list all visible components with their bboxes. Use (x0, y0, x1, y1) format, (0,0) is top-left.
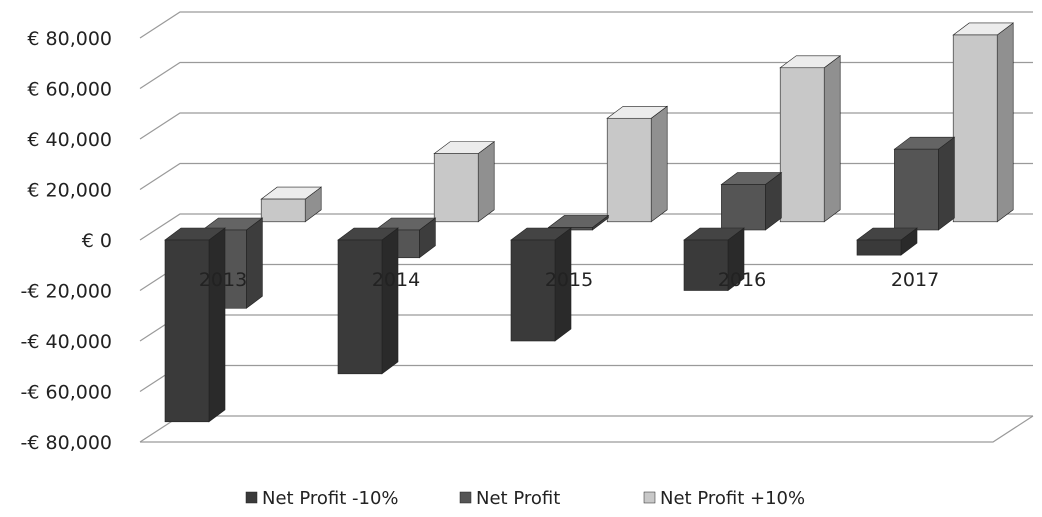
y-tick-label: -€ 80,000 (21, 432, 112, 454)
gridline (139, 415, 1033, 443)
bar-net-profit-10--2015 (606, 105, 669, 223)
legend-label: Net Profit (476, 488, 560, 509)
bars (164, 22, 1015, 423)
y-tick-label: -€ 40,000 (21, 331, 112, 353)
legend-swatch (643, 491, 656, 504)
x-tick-label: 2017 (891, 269, 939, 291)
bar-net-profit-10--2013 (260, 186, 323, 223)
y-tick-label: € 80,000 (27, 28, 112, 50)
x-tick-label: 2016 (718, 269, 766, 291)
y-axis-ticks: € 80,000 € 60,000 € 40,000 € 20,000 € 0 -€ 20… (21, 28, 112, 454)
floor-edge (140, 415, 1034, 443)
legend-swatch (459, 491, 472, 504)
gridline (139, 314, 1033, 342)
gridline (139, 364, 1033, 393)
legend-label: Net Profit +10% (660, 488, 805, 509)
y-tick-label: € 40,000 (27, 129, 112, 151)
gridline (139, 11, 1033, 39)
bar-net-profit-10--2016 (683, 227, 745, 292)
y-tick-label: -€ 60,000 (21, 382, 112, 404)
y-tick-label: € 0 (82, 230, 112, 252)
y-tick-label: € 60,000 (27, 79, 112, 101)
bar-net-profit-10--2016 (779, 55, 842, 223)
gridline (139, 61, 1033, 90)
legend-swatch (245, 491, 258, 504)
bar-net-profit-10--2015 (510, 227, 572, 342)
gridline (139, 162, 1033, 191)
legend: Net Profit -10% Net Profit Net Profit +10% (245, 488, 805, 509)
legend-item: Net Profit (459, 488, 560, 509)
y-tick-label: € 20,000 (27, 180, 112, 202)
y-tick-label: -€ 20,000 (21, 281, 112, 303)
bar-net-profit-2016 (720, 171, 783, 231)
bar-net-profit-10--2017 (952, 22, 1015, 223)
bar-net-profit-2017 (893, 136, 956, 231)
x-axis-categories: 2013 2014 2015 2016 2017 (199, 269, 939, 291)
bar-net-profit-10--2014 (337, 227, 399, 375)
bar-net-profit-10--2014 (433, 141, 496, 223)
legend-item: Net Profit +10% (643, 488, 805, 509)
x-tick-label: 2014 (372, 269, 420, 291)
legend-label: Net Profit -10% (262, 488, 399, 509)
x-tick-label: 2015 (545, 269, 593, 291)
x-tick-label: 2013 (199, 269, 247, 291)
gridline (139, 112, 1033, 140)
bar-net-profit-10--2017 (856, 227, 918, 256)
bar-net-profit-10--2013 (164, 227, 226, 423)
legend-item: Net Profit -10% (245, 488, 399, 509)
